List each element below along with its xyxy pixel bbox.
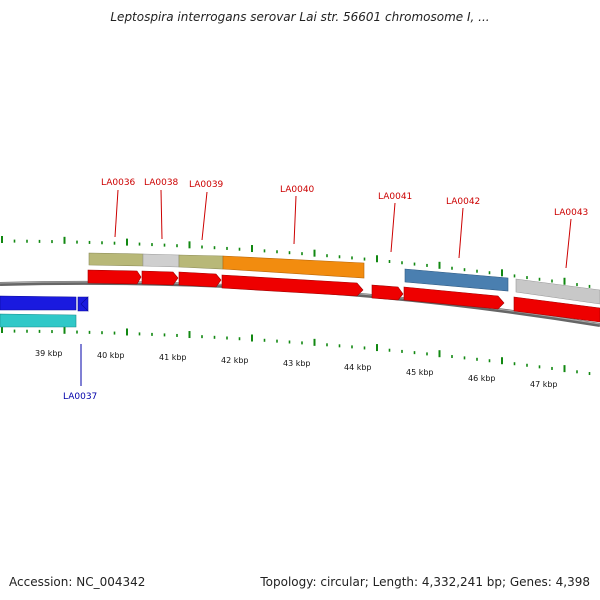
kbp-label-42: 42 kbp — [221, 356, 249, 365]
gene-label-LA0042[interactable]: LA0042 — [446, 197, 480, 207]
gene-label-LA0037[interactable]: LA0037 — [63, 392, 97, 402]
kbp-label-40: 40 kbp — [97, 351, 125, 360]
leader-LA0042 — [458, 207, 464, 259]
gene-label-LA0043[interactable]: LA0043 — [554, 208, 588, 218]
gene-label-LA0039[interactable]: LA0039 — [189, 180, 224, 190]
outer-tick-ring — [1, 236, 591, 288]
gene-label-LA0040[interactable]: LA0040 — [280, 185, 315, 195]
gene-arrow-LA0042[interactable] — [403, 286, 505, 310]
gene-arrow-LA0041[interactable] — [371, 284, 404, 301]
kbp-label-41: 41 kbp — [159, 353, 187, 362]
feature-box-olive-2[interactable] — [178, 254, 224, 270]
leader-LA0036 — [114, 189, 119, 238]
leader-LA0043 — [565, 218, 572, 269]
map-title: Leptospira interrogans serovar Lai str. … — [110, 10, 490, 24]
gene-labels: LA0036 LA0038 LA0039 LA0040 LA0041 LA004… — [63, 178, 588, 402]
feature-box-cyan[interactable] — [0, 313, 77, 328]
gene-label-LA0036[interactable]: LA0036 — [101, 178, 136, 188]
kbp-label-44: 44 kbp — [344, 363, 372, 372]
forward-cds-track — [87, 269, 600, 323]
feature-box-steelblue[interactable] — [404, 268, 509, 292]
kbp-label-39: 39 kbp — [35, 349, 63, 358]
label-leaders — [80, 189, 572, 386]
leader-LA0038 — [160, 189, 163, 240]
feature-box-orange[interactable] — [222, 255, 365, 279]
leader-LA0039 — [201, 191, 208, 241]
gene-label-LA0038[interactable]: LA0038 — [144, 178, 179, 188]
kbp-label-43: 43 kbp — [283, 359, 311, 368]
feature-box-gray-1[interactable] — [142, 253, 180, 268]
accession-label: Accession: NC_004342 — [9, 575, 146, 589]
kbp-label-47: 47 kbp — [530, 380, 558, 389]
gene-label-LA0041[interactable]: LA0041 — [378, 192, 412, 202]
reverse-cds-track — [0, 295, 89, 328]
genome-info-label: Topology: circular; Length: 4,332,241 bp… — [260, 575, 590, 589]
inner-tick-ring — [1, 326, 591, 376]
gene-arrow-LA0043[interactable] — [513, 296, 600, 323]
gene-arrow-LA0038[interactable] — [141, 270, 179, 286]
kbp-label-45: 45 kbp — [406, 368, 434, 377]
feature-box-olive-1[interactable] — [88, 252, 144, 267]
feature-box-gray-2[interactable] — [515, 278, 600, 305]
gene-arrow-LA0036-reverse[interactable] — [0, 295, 77, 311]
gene-arrow-LA0039[interactable] — [178, 271, 222, 288]
leader-LA0041 — [390, 202, 396, 253]
gene-arrow-LA0036[interactable] — [87, 269, 142, 285]
gene-arrow-LA0040[interactable] — [221, 274, 364, 297]
gene-arrow-LA0037[interactable] — [77, 296, 89, 312]
feature-track — [88, 252, 600, 305]
kbp-scale-labels: 39 kbp 40 kbp 41 kbp 42 kbp 43 kbp 44 kb… — [35, 349, 558, 389]
kbp-label-46: 46 kbp — [468, 374, 496, 383]
leader-LA0040 — [293, 195, 297, 245]
